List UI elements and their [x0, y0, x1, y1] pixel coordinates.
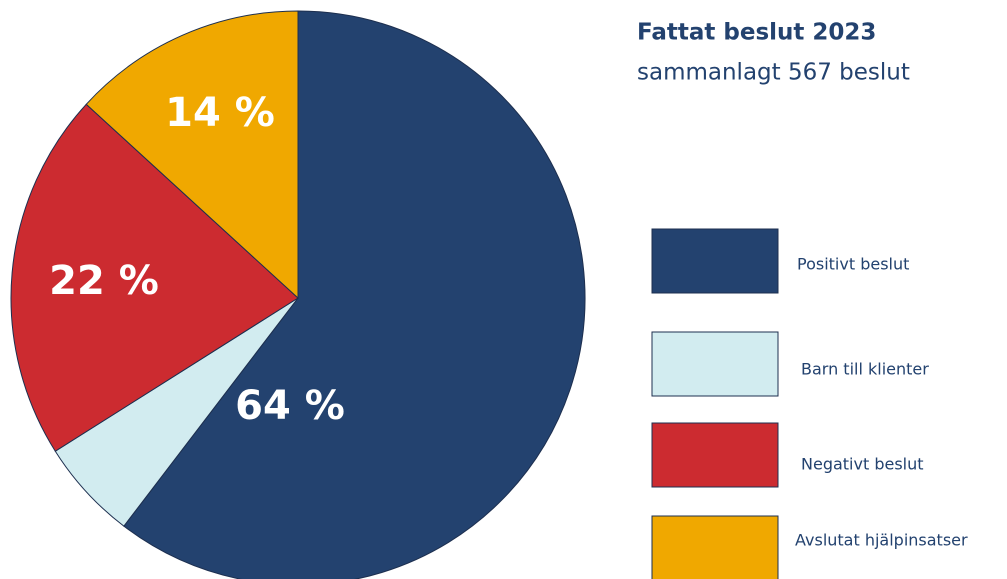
pie-slice	[85, 10, 299, 300]
value-label: 64 %	[235, 383, 345, 429]
legend-label: Negativt beslut	[801, 455, 924, 474]
legend-swatch	[651, 422, 779, 488]
legend-label: Positivt beslut	[797, 255, 909, 274]
pie-slice	[123, 10, 586, 579]
legend-swatch	[651, 228, 779, 294]
legend-label: Avslutat hjälpinsatser	[795, 531, 968, 550]
chart-subtitle: sammanlagt 567 beslut	[637, 60, 910, 86]
pie-slice	[10, 103, 299, 452]
chart-title: Fattat beslut 2023	[637, 20, 876, 46]
legend-label: Barn till klienter	[801, 360, 929, 379]
legend-swatch	[651, 515, 779, 579]
value-label: 14 %	[165, 90, 275, 136]
value-label: 22 %	[49, 258, 159, 304]
legend-swatch	[651, 331, 779, 397]
